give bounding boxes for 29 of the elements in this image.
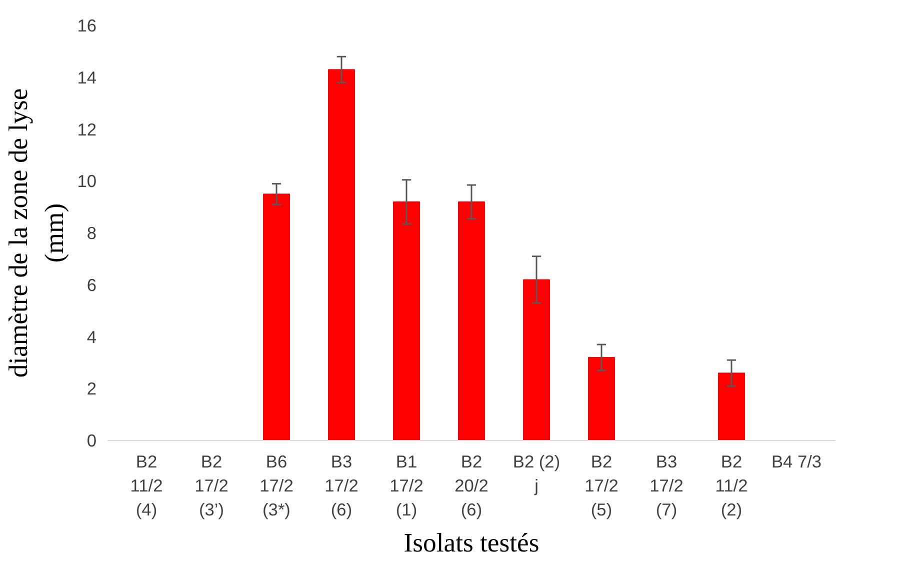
bar [588,357,615,440]
y-tick-label: 10 [77,171,97,192]
bar [458,201,485,440]
x-tick-label: B1 17/2 (1) [390,452,424,520]
bar [523,279,550,440]
bar [393,201,420,440]
x-axis-title: Isolats testés [404,528,540,558]
x-tick-label: B3 17/2 (6) [324,452,358,520]
y-axis-title: diamètre de la zone de lyse (mm) [3,88,70,378]
bar [328,69,355,440]
x-tick-label: B3 17/2 (7) [650,452,684,520]
bar [718,372,745,440]
y-tick-label: 6 [86,274,97,295]
x-tick-label: B2 (2) j [512,452,560,496]
y-tick-label: 0 [86,430,97,450]
y-tick-label: 2 [86,378,97,399]
x-tick-label: B2 17/2 (3’) [194,452,228,520]
y-tick-label: 16 [77,16,97,36]
y-tick-label: 12 [77,119,97,140]
x-tick-label: B2 11/2 (2) [715,452,748,520]
x-tick-label: B2 17/2 (5) [584,452,618,520]
x-tick-label: B6 17/2 (3*) [260,452,294,520]
x-tick-label: B2 20/2 (6) [454,452,488,520]
y-tick-label: 4 [86,326,97,347]
x-tick-label: B2 11/2 (4) [130,452,163,520]
x-tick-label: B4 7/3 [771,452,822,472]
bar [263,194,290,440]
y-tick-label: 8 [86,223,97,243]
y-tick-label: 14 [77,67,97,88]
